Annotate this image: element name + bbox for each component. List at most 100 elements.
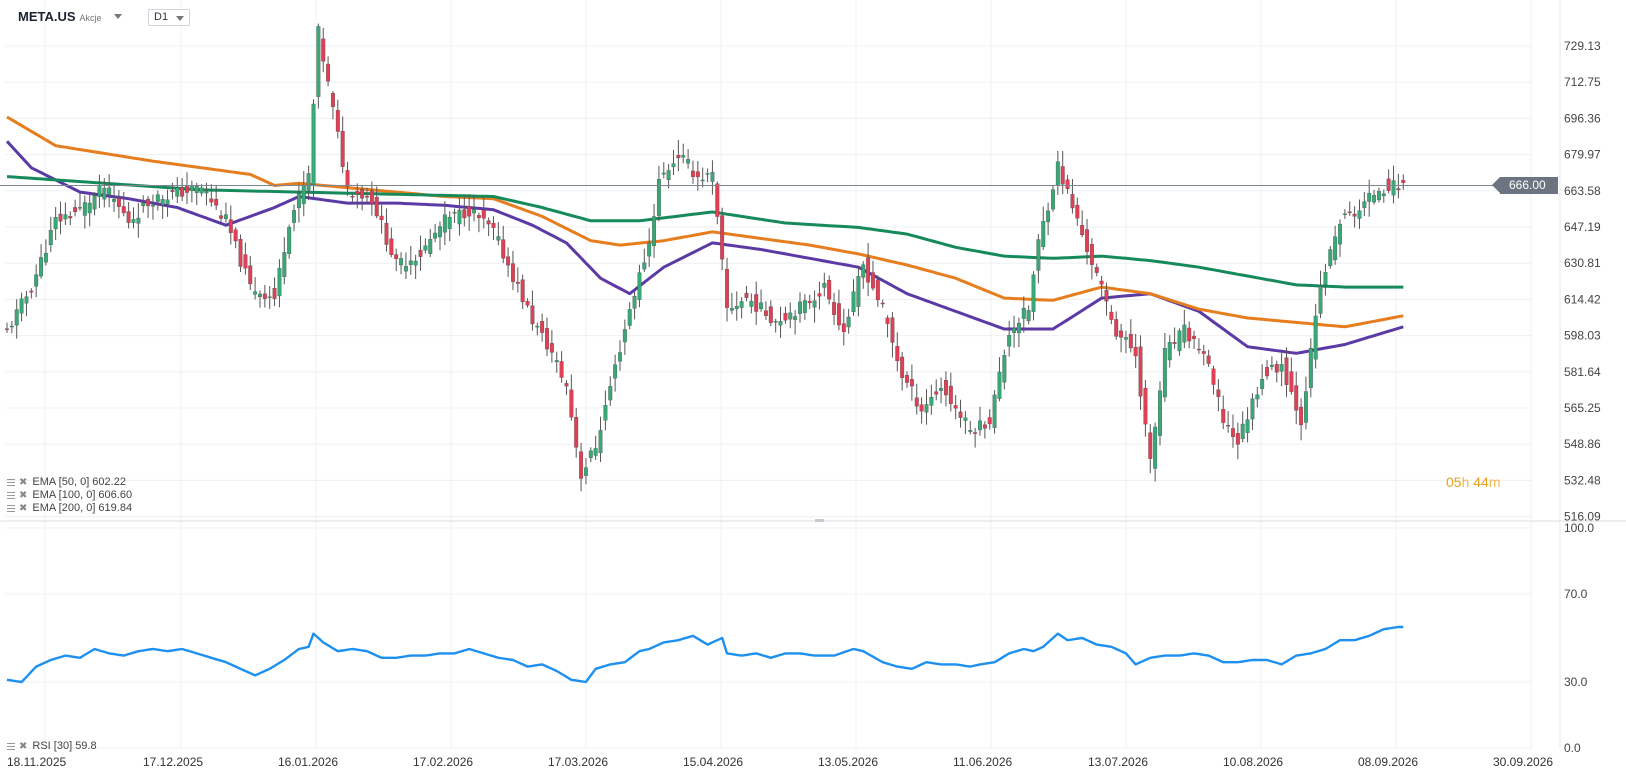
candle-body [1012, 328, 1016, 333]
symbol-selector[interactable]: META.US Akcje [18, 9, 122, 24]
chart-toolbar: META.US Akcje D1 [0, 0, 260, 34]
candle-body [317, 26, 321, 96]
date-tick-label: 18.11.2025 [7, 755, 66, 769]
candle-body [1304, 392, 1308, 423]
candle-body [910, 379, 914, 386]
candle [166, 190, 170, 217]
candle-body [171, 190, 175, 192]
candle [1372, 190, 1376, 205]
candle-body [949, 386, 953, 404]
candle [1163, 333, 1167, 402]
date-tick-label: 17.12.2025 [143, 755, 203, 769]
candle [1187, 321, 1191, 348]
candle [852, 279, 856, 316]
candle-body [555, 360, 559, 361]
candle [662, 162, 666, 178]
candle-body [424, 246, 428, 251]
candle [574, 408, 578, 458]
settings-icon[interactable] [6, 742, 16, 751]
candle-body [1353, 214, 1357, 216]
candle-body [248, 266, 252, 284]
candle-body [297, 194, 301, 208]
candle-body [497, 237, 501, 241]
candle-body [1022, 308, 1026, 318]
candle-body [1319, 286, 1323, 313]
candle-body [15, 310, 19, 326]
candle-body [1158, 391, 1162, 436]
close-icon[interactable]: ✖ [19, 741, 27, 752]
close-icon[interactable]: ✖ [19, 490, 27, 501]
legend-rsi-label: RSI [30] 59.8 [32, 740, 96, 752]
candle-body [268, 297, 272, 298]
candle [64, 202, 68, 224]
candle [15, 299, 19, 338]
candle-body [677, 155, 681, 158]
candle-body [5, 329, 9, 330]
candles[interactable] [5, 24, 1405, 492]
candle [604, 391, 608, 431]
candle-body [1367, 193, 1371, 201]
candle-body [886, 318, 890, 324]
candle [1114, 311, 1118, 339]
candle [652, 204, 656, 258]
candle-body [78, 207, 82, 208]
candle-body [574, 417, 578, 447]
candle [175, 177, 179, 203]
candle-body [117, 198, 121, 206]
candle-body [1372, 195, 1376, 202]
candle-body [210, 199, 214, 202]
candle [555, 352, 559, 373]
candle-body [302, 186, 306, 204]
candle-body [39, 257, 43, 276]
candle-body [477, 215, 481, 218]
candle-body [730, 308, 734, 310]
candle [1183, 310, 1187, 348]
interval-select[interactable]: D1 [148, 9, 190, 26]
candle-body [881, 303, 885, 304]
candle-body [754, 294, 758, 311]
candle-body [1343, 214, 1347, 215]
rsi-tick-label: 30.0 [1564, 675, 1588, 689]
date-tick-label: 30.09.2026 [1493, 755, 1553, 769]
candle [715, 181, 719, 224]
candle [998, 357, 1002, 401]
candle [677, 140, 681, 171]
candle [788, 302, 792, 328]
candle-body [200, 188, 204, 193]
countdown-hours: 05 [1446, 474, 1462, 490]
candle-body [428, 239, 432, 254]
candle [1324, 264, 1328, 295]
settings-icon[interactable] [6, 504, 16, 513]
candle-body [876, 280, 880, 300]
candle-body [1265, 367, 1269, 376]
candle-body [1163, 348, 1167, 397]
candle [1353, 206, 1357, 227]
candle [68, 211, 72, 225]
candle [273, 277, 277, 306]
close-icon[interactable]: ✖ [19, 477, 27, 488]
close-icon[interactable]: ✖ [19, 503, 27, 514]
candle [623, 320, 627, 355]
settings-icon[interactable] [6, 478, 16, 487]
settings-icon[interactable] [6, 491, 16, 500]
candle [424, 238, 428, 253]
legend-ema200-label: EMA [200, 0] 619.84 [32, 502, 132, 514]
candle [1226, 411, 1230, 433]
candle-body [482, 210, 486, 218]
candle-body [1139, 347, 1143, 397]
candle-body [127, 211, 131, 222]
candle [1265, 360, 1269, 380]
candle [1319, 271, 1323, 319]
candle [1246, 407, 1250, 442]
candle [1046, 203, 1050, 236]
candle [141, 195, 145, 213]
candle-body [122, 206, 126, 213]
candle-body [20, 299, 24, 314]
candle [200, 184, 204, 196]
candle [1051, 185, 1055, 212]
candle [774, 319, 778, 333]
candle [1382, 190, 1386, 203]
candle-body [1119, 331, 1123, 338]
candle [419, 235, 423, 270]
